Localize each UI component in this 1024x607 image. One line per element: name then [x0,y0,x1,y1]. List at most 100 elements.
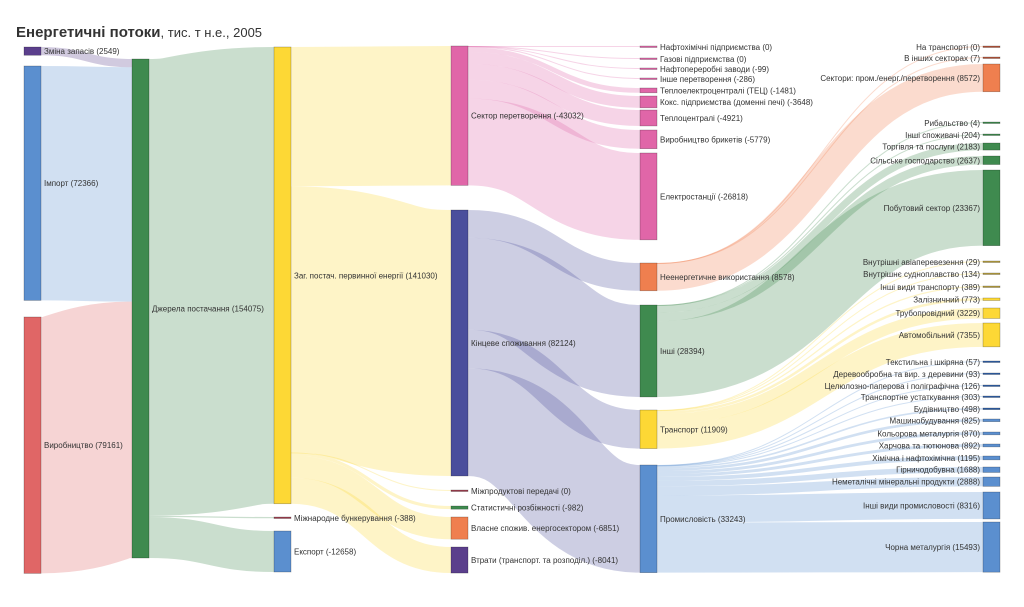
sankey-node: Побутовий сектор (23367) [884,169,1001,246]
flow-link [656,396,984,467]
node-bar [23,316,42,574]
node-bar [982,133,1001,136]
sankey-node: Інші (28394) [639,304,705,398]
node-label: Транспортне устаткування (303) [861,393,981,402]
node-bar [450,209,469,477]
node-bar [982,56,1001,59]
flow-link [656,432,984,474]
flow-link [467,46,641,69]
node-label: Інші споживачі (204) [905,131,980,140]
sankey-node: Будівництво (498) [914,405,1001,414]
flow-link [467,63,641,126]
sankey-node: Нафтохімічні підприємства (0) [639,43,772,52]
node-bar [982,455,1001,461]
sankey-node: Сектори: пром./енерг./перетворення (8572… [820,63,1001,93]
flow-link [656,361,984,466]
node-label: Сектор перетворення (-43032) [471,112,584,121]
sankey-node: Електростанції (-26818) [639,152,748,241]
node-bar [639,67,658,70]
sankey-node: Втрати (транспорт. та розподіл.) (-8041) [450,546,618,574]
flow-link [290,477,452,574]
node-bar [982,431,1001,436]
sankey-node: Залізничний (773) [913,295,1001,304]
flow-link [37,301,136,574]
flow-link [467,329,641,449]
node-bar [982,407,1001,410]
sankey-node: В інших секторах (7) [904,54,1001,63]
sankey-node: Інші споживачі (204) [905,131,1001,140]
flow-link [656,466,984,487]
sankey-node: Власне спожив. енергосектором (-6851) [450,516,620,540]
node-bar [982,272,1001,275]
node-bar [982,360,1001,363]
node-label: Хімічна і нафтохімічна (1195) [872,454,980,463]
flow-link [656,407,984,469]
node-label: Залізничний (773) [913,295,980,304]
flow-link [148,517,275,572]
node-bar [639,109,658,127]
node-label: Сектори: пром./енерг./перетворення (8572… [820,74,980,83]
node-bar [639,129,658,150]
node-label: Чорна металургія (15493) [885,543,980,552]
node-label: Кольорова металургія (870) [877,429,980,438]
node-label: Електростанції (-26818) [660,192,748,201]
node-bar [450,546,469,574]
node-bar [982,45,1001,48]
flow-link [466,98,642,240]
flow-link [467,46,641,79]
flow-link [656,385,984,467]
sankey-node: Транспорт (11909) [639,409,728,449]
node-label: Інші (28394) [660,347,705,356]
flow-link [656,286,984,412]
node-label: Виробництво брикетів (-5779) [660,135,771,144]
sankey-node: Теплоцентралі (-4921) [639,109,743,127]
sankey-node: Внутрішні авіаперевезення (29) [863,258,1001,267]
node-bar [982,443,1001,448]
node-bar [982,260,1001,263]
sankey-node: Джерела постачання (154075) [131,58,264,559]
node-label: Трубопровідний (3229) [895,309,980,318]
node-label: В інших секторах (7) [904,54,980,63]
node-bar [982,142,1001,151]
flow-link [656,443,984,477]
flow-link [467,52,641,108]
flow-link [656,57,984,264]
node-bar [982,372,1001,375]
flow-link [656,273,984,412]
node-bar [639,45,658,48]
node-bar [639,409,658,449]
flow-link [290,452,452,491]
flow-link [656,419,984,472]
node-label: Внутрішнє судноплавство (134) [863,270,980,279]
flow-link [40,47,133,68]
node-bar [273,516,292,519]
sankey-node: На транспорті (0) [916,43,1001,52]
flow-link [40,66,133,302]
sankey-node: Машинобудування (825) [890,416,1001,425]
chart-title-units: , тис. т н.е., 2005 [160,25,263,40]
nodes-layer: Зміна запасів (2549) Імпорт (72366) Виробн… [23,43,1001,574]
node-label: Зміна запасів (2549) [44,47,120,56]
flow-link [656,134,984,307]
sankey-node: Промисловість (33243) [639,464,746,573]
node-label: Теплоцентралі (-4921) [660,114,743,123]
node-bar [639,95,658,109]
node-label: Внутрішні авіаперевезення (29) [863,258,981,267]
node-label: Власне спожив. енергосектором (-6851) [471,524,620,533]
node-label: Інші види промисловості (8316) [863,501,980,510]
node-label: Текстильна і шкіряна (57) [886,358,981,367]
sankey-node: Виробництво брикетів (-5779) [639,129,771,150]
sankey-node: Імпорт (72366) [23,65,99,301]
sankey-node: Неметалічні мінеральні продукти (2888) [832,476,1001,487]
flow-link [656,308,984,425]
flow-link [656,322,984,449]
flow-link [467,46,641,59]
node-label: Газові підприємства (0) [660,55,747,64]
node-label: Міжнародне бункерування (-388) [294,514,416,523]
sankey-node: Внутрішнє судноплавство (134) [863,270,1001,279]
sankey-node: Сектор перетворення (-43032) [450,45,584,186]
node-label: Виробництво (79161) [44,441,123,450]
chart-title-main: Енергетичні потоки [16,24,161,41]
node-label: Інше перетворення (-286) [660,75,755,84]
node-label: Автомобільний (7355) [899,331,981,340]
